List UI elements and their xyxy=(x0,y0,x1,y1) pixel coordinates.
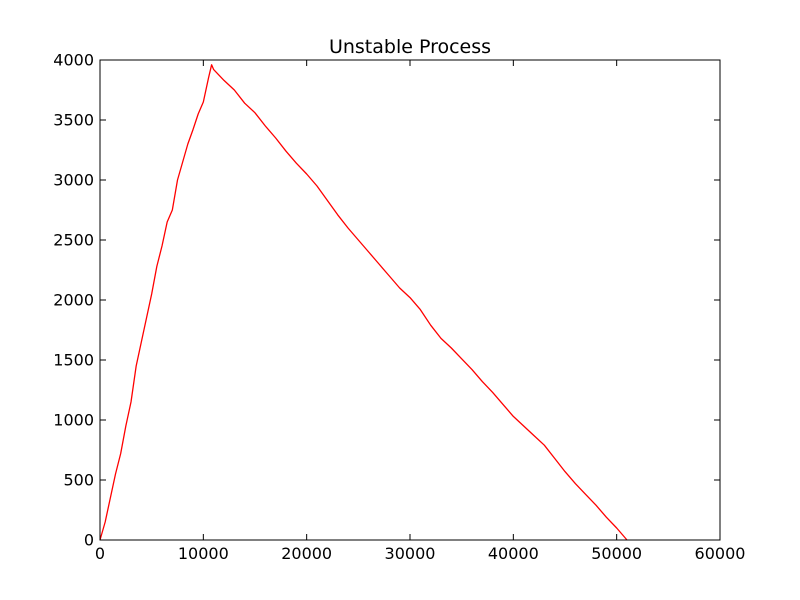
x-tick-label: 20000 xyxy=(281,544,332,563)
x-tick-label: 40000 xyxy=(488,544,539,563)
y-tick-label: 3500 xyxy=(53,111,94,130)
y-tick-label: 0 xyxy=(84,531,94,550)
x-tick-label: 30000 xyxy=(385,544,436,563)
x-axis: 0 10000 20000 30000 40000 50000 60000 xyxy=(95,60,746,563)
x-tick-label: 60000 xyxy=(695,544,746,563)
y-tick-label: 500 xyxy=(63,471,94,490)
y-tick-label: 3000 xyxy=(53,171,94,190)
y-tick-label: 4000 xyxy=(53,51,94,70)
chart-title: Unstable Process xyxy=(329,36,491,58)
x-tick-label: 0 xyxy=(95,544,105,563)
series-line xyxy=(99,64,628,541)
x-tick-label: 10000 xyxy=(178,544,229,563)
plot-area xyxy=(100,60,720,540)
y-tick-label: 2500 xyxy=(53,231,94,250)
y-tick-label: 1500 xyxy=(53,351,94,370)
series-layer xyxy=(99,64,628,541)
y-tick-label: 1000 xyxy=(53,411,94,430)
y-tick-label: 2000 xyxy=(53,291,94,310)
y-axis: 0 500 1000 1500 2000 2500 3000 3500 4000 xyxy=(53,51,720,550)
x-tick-label: 50000 xyxy=(591,544,642,563)
